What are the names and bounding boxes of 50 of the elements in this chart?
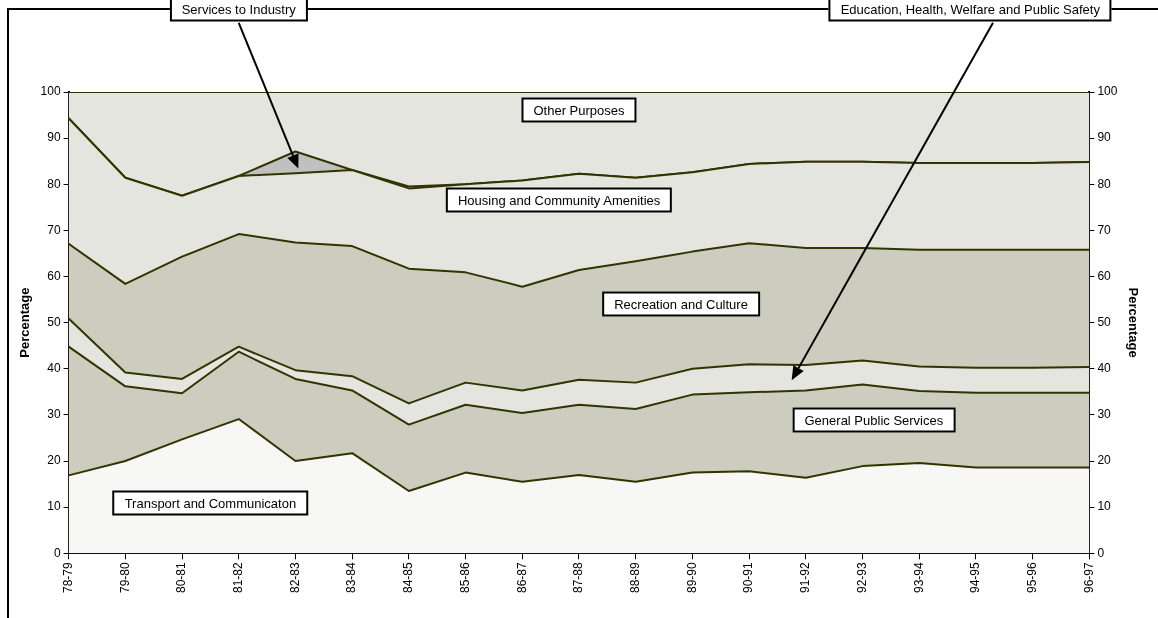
y2-tick-label: 0 — [1097, 545, 1105, 560]
y-axis-title: Percentage — [17, 287, 33, 358]
y-tick-label: 100 — [40, 84, 61, 99]
y-tick-label: 90 — [47, 130, 61, 145]
x-tick-label: 95-96 — [1024, 561, 1039, 594]
x-tick-label: 87-88 — [571, 561, 586, 594]
x-tick-label: 90-91 — [741, 561, 756, 594]
x-tick-label: 79-80 — [117, 561, 132, 594]
x-tick-label: 84-85 — [401, 561, 416, 594]
y2-tick-label: 30 — [1097, 407, 1112, 422]
series-label: Other Purposes — [521, 97, 637, 123]
y-tick-label: 10 — [47, 499, 61, 514]
y2-tick-label: 20 — [1097, 453, 1112, 468]
x-tick-label: 85-86 — [457, 561, 472, 594]
y-tick-label: 70 — [47, 222, 61, 237]
x-tick-label: 96-97 — [1081, 561, 1096, 594]
x-tick-label: 88-89 — [628, 561, 643, 594]
y-tick-label: 20 — [47, 453, 61, 468]
y2-tick-label: 50 — [1097, 314, 1112, 329]
y2-tick-label: 80 — [1097, 176, 1112, 191]
y2-tick-label: 70 — [1097, 222, 1112, 237]
y-tick-label: 40 — [47, 361, 61, 376]
y2-tick-label: 10 — [1097, 499, 1112, 514]
x-tick-label: 92-93 — [854, 561, 869, 594]
series-label: Transport and Communicaton — [112, 490, 309, 516]
x-tick-label: 89-90 — [684, 561, 699, 594]
y2-tick-label: 40 — [1097, 361, 1112, 376]
y-tick-label: 50 — [47, 314, 61, 329]
x-tick-label: 78-79 — [60, 561, 75, 594]
x-tick-label: 83-84 — [344, 561, 359, 594]
y-tick-label: 80 — [47, 176, 61, 191]
x-tick-label: 82-83 — [287, 561, 302, 594]
x-tick-label: 86-87 — [514, 561, 529, 594]
y-tick-label: 30 — [47, 407, 61, 422]
text: Services to Industry — [169, 0, 308, 22]
y2-axis-title: Percentage — [1125, 287, 1141, 358]
series-label: Housing and Community Amenities — [445, 187, 673, 213]
y-tick-label: 0 — [53, 545, 61, 560]
series-label: Recreation and Culture — [602, 291, 760, 317]
x-tick-label: 80-81 — [174, 561, 189, 594]
x-tick-label: 91-92 — [798, 561, 813, 594]
y-tick-label: 60 — [47, 268, 61, 283]
x-tick-label: 94-95 — [968, 561, 983, 594]
series-label: General Public Services — [792, 407, 956, 433]
y2-tick-label: 90 — [1097, 130, 1112, 145]
x-tick-label: 93-94 — [911, 561, 926, 594]
x-tick-label: 81-82 — [231, 561, 246, 594]
y2-tick-label: 100 — [1097, 84, 1118, 99]
text: Education, Health, Welfare and Public Safety — [828, 0, 1112, 22]
y2-tick-label: 60 — [1097, 268, 1112, 283]
